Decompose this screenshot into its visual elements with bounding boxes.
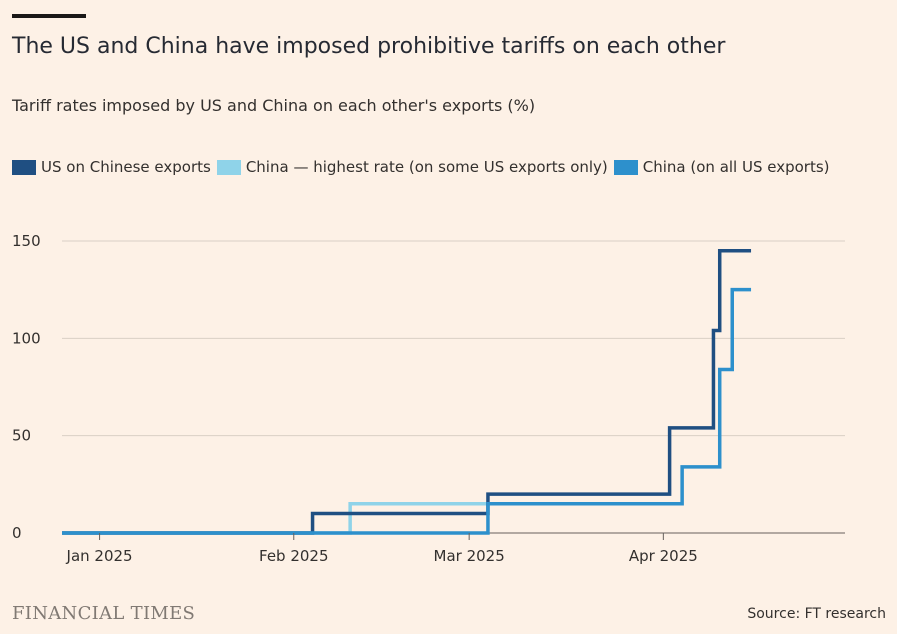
series-line-us xyxy=(62,248,752,535)
y-tick-label: 0 xyxy=(12,524,22,542)
source-note: Source: FT research xyxy=(747,606,886,622)
legend-item-china-all: China (on all US exports) xyxy=(613,158,830,176)
legend-swatch-china-highest xyxy=(216,159,241,175)
y-tick-label: 150 xyxy=(12,232,41,250)
x-tick-label: Jan 2025 xyxy=(66,547,133,565)
series-layer xyxy=(62,248,752,535)
series-line-china-highest xyxy=(62,502,488,535)
chart-subtitle: Tariff rates imposed by US and China on … xyxy=(12,96,536,115)
legend-label-us: US on Chinese exports xyxy=(41,158,211,176)
chart-legend: US on Chinese exports China — highest ra… xyxy=(12,158,836,176)
series-line-china-all xyxy=(62,287,752,535)
x-tick-label: Feb 2025 xyxy=(259,547,329,565)
grid-layer xyxy=(62,240,845,534)
legend-item-china-highest: China — highest rate (on some US exports… xyxy=(216,158,608,176)
chart-title: The US and China have imposed prohibitiv… xyxy=(12,34,726,59)
ft-top-bar xyxy=(12,14,86,18)
x-tick-label: Mar 2025 xyxy=(434,547,505,565)
axis-layer: 0 50 100 150 Jan 2025 Feb 2025 Mar 2025 Apr 202… xyxy=(12,232,698,565)
legend-label-china-highest: China — highest rate (on some US exports… xyxy=(245,158,608,176)
legend-swatch-china-all xyxy=(613,159,638,175)
legend-swatch-us xyxy=(12,159,36,175)
ft-brand-logo: FINANCIAL TIMES xyxy=(12,603,196,624)
y-tick-label: 50 xyxy=(12,427,31,445)
legend-item-us: US on Chinese exports xyxy=(12,158,211,176)
y-tick-label: 100 xyxy=(12,329,41,347)
x-tick-label: Apr 2025 xyxy=(629,547,698,565)
legend-label-china-all: China (on all US exports) xyxy=(642,158,830,176)
